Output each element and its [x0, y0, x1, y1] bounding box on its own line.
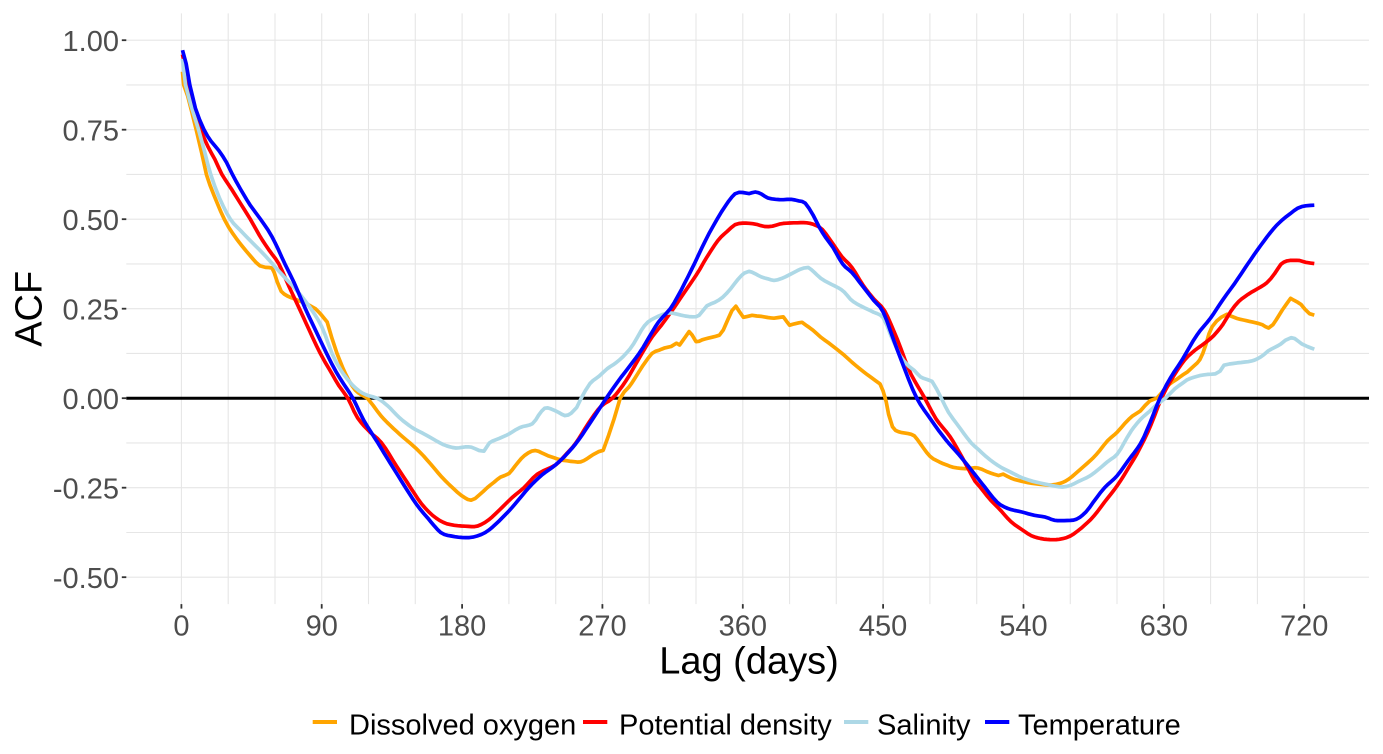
- svg-text:270: 270: [578, 610, 626, 642]
- svg-text:0.25: 0.25: [63, 294, 119, 326]
- svg-text:-0.25: -0.25: [53, 473, 119, 505]
- svg-text:180: 180: [438, 610, 486, 642]
- svg-text:Dissolved oxygen: Dissolved oxygen: [349, 709, 576, 741]
- svg-text:Potential density: Potential density: [619, 709, 832, 741]
- svg-text:450: 450: [859, 610, 907, 642]
- svg-text:Lag (days): Lag (days): [659, 641, 839, 683]
- svg-text:720: 720: [1280, 610, 1328, 642]
- svg-text:540: 540: [999, 610, 1047, 642]
- svg-text:-0.50: -0.50: [53, 563, 119, 595]
- svg-text:360: 360: [719, 610, 767, 642]
- svg-text:90: 90: [306, 610, 338, 642]
- svg-text:630: 630: [1140, 610, 1188, 642]
- svg-text:0.00: 0.00: [63, 384, 119, 416]
- svg-text:0: 0: [173, 610, 189, 642]
- svg-text:ACF: ACF: [9, 271, 51, 347]
- svg-text:Salinity: Salinity: [877, 709, 971, 741]
- svg-text:1.00: 1.00: [63, 26, 119, 58]
- svg-text:0.75: 0.75: [63, 115, 119, 147]
- svg-text:Temperature: Temperature: [1018, 709, 1181, 741]
- svg-text:0.50: 0.50: [63, 205, 119, 237]
